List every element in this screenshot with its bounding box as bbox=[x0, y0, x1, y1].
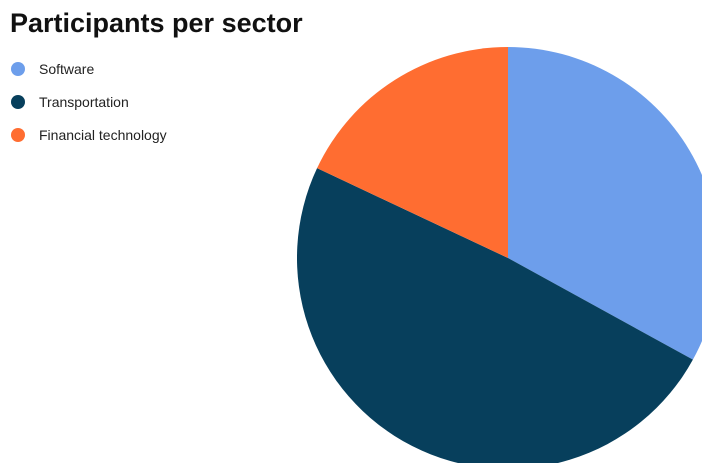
legend-item-software[interactable]: Software bbox=[11, 52, 167, 85]
legend-item-financial-technology[interactable]: Financial technology bbox=[11, 118, 167, 151]
legend-swatch-software bbox=[11, 61, 25, 76]
chart-title: Participants per sector bbox=[10, 8, 303, 38]
legend-swatch-financial-technology bbox=[11, 127, 25, 142]
legend-swatch-transportation bbox=[11, 94, 25, 109]
legend-label-financial-technology: Financial technology bbox=[39, 126, 167, 143]
chart-legend: Software Transportation Financial techno… bbox=[11, 52, 167, 151]
legend-item-transportation[interactable]: Transportation bbox=[11, 85, 167, 118]
legend-label-software: Software bbox=[39, 60, 95, 77]
legend-label-transportation: Transportation bbox=[39, 93, 129, 110]
pie-slice-transportation[interactable] bbox=[297, 168, 693, 463]
pie-slice-financial-technology[interactable] bbox=[317, 46, 508, 258]
pie-slice-software[interactable] bbox=[508, 47, 702, 360]
